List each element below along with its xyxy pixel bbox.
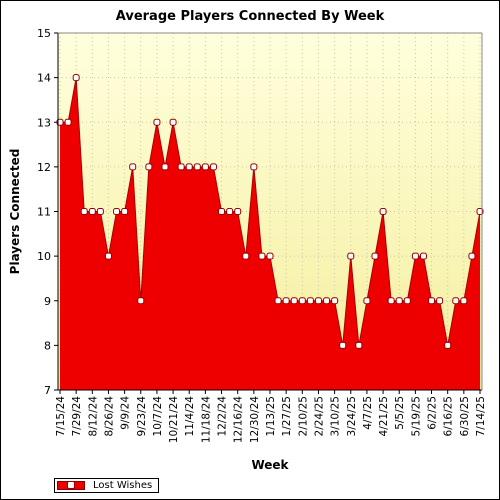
data-point bbox=[282, 297, 290, 305]
x-tick-label: 8/26/24 bbox=[103, 396, 115, 437]
y-tick-label: 12 bbox=[37, 161, 51, 174]
x-tick-label: 7/29/24 bbox=[71, 396, 83, 437]
data-point bbox=[339, 341, 347, 349]
data-point bbox=[428, 297, 436, 305]
data-point bbox=[323, 297, 331, 305]
data-point bbox=[185, 163, 193, 171]
y-tick-label: 11 bbox=[37, 206, 51, 219]
x-tick-label: 9/23/24 bbox=[136, 396, 148, 437]
legend-swatch bbox=[57, 481, 85, 490]
x-tick-label: 5/5/25 bbox=[394, 396, 406, 430]
y-axis-label: Players Connected bbox=[8, 149, 22, 275]
x-tick-label: 5/19/25 bbox=[410, 396, 422, 436]
x-tick-label: 6/2/25 bbox=[427, 396, 439, 430]
data-point bbox=[250, 163, 258, 171]
y-tick-label: 7 bbox=[44, 384, 51, 397]
data-point bbox=[258, 252, 266, 260]
legend-label: Lost Wishes bbox=[93, 480, 153, 491]
data-point bbox=[96, 208, 104, 215]
y-tick-label: 15 bbox=[37, 27, 51, 40]
data-point bbox=[468, 252, 476, 260]
x-tick-label: 7/15/24 bbox=[55, 396, 67, 437]
data-point bbox=[266, 252, 274, 260]
data-point bbox=[371, 252, 379, 260]
data-point bbox=[298, 297, 306, 305]
y-tick-label: 9 bbox=[44, 295, 51, 308]
data-point bbox=[436, 297, 444, 305]
data-point bbox=[161, 163, 169, 171]
data-point bbox=[201, 163, 209, 171]
data-point bbox=[419, 252, 427, 260]
data-point bbox=[411, 252, 419, 260]
x-tick-label: 1/13/25 bbox=[265, 396, 277, 436]
y-tick-label: 10 bbox=[37, 250, 51, 263]
x-tick-label: 12/16/24 bbox=[233, 396, 245, 443]
data-point bbox=[395, 297, 403, 305]
x-tick-label: 9/9/24 bbox=[120, 396, 132, 430]
x-tick-label: 6/30/25 bbox=[459, 396, 471, 436]
data-point bbox=[314, 297, 322, 305]
data-point bbox=[193, 163, 201, 171]
x-tick-label: 10/7/24 bbox=[152, 396, 164, 437]
x-tick-label: 11/4/24 bbox=[184, 396, 196, 437]
data-point bbox=[387, 297, 395, 305]
x-tick-label: 3/24/25 bbox=[346, 396, 358, 436]
x-tick-label: 1/27/25 bbox=[281, 396, 293, 436]
x-tick-label: 4/21/25 bbox=[378, 396, 390, 436]
data-point bbox=[355, 341, 363, 349]
data-point bbox=[218, 208, 226, 215]
data-point bbox=[121, 208, 129, 215]
data-point bbox=[137, 297, 145, 305]
data-point bbox=[460, 297, 468, 305]
x-tick-label: 6/16/25 bbox=[443, 396, 455, 436]
data-point bbox=[452, 297, 460, 305]
data-point bbox=[64, 118, 72, 126]
x-tick-label: 2/10/25 bbox=[297, 396, 309, 436]
data-point bbox=[177, 163, 185, 171]
data-point bbox=[444, 341, 452, 349]
x-tick-label: 8/12/24 bbox=[87, 396, 99, 437]
x-tick-label: 3/10/25 bbox=[330, 396, 342, 436]
x-tick-label: 12/30/24 bbox=[249, 396, 261, 443]
x-tick-label: 4/7/25 bbox=[362, 396, 374, 430]
data-point bbox=[226, 208, 234, 215]
x-tick-label: 11/18/24 bbox=[200, 396, 212, 443]
legend: Lost Wishes bbox=[54, 478, 160, 493]
data-point bbox=[403, 297, 411, 305]
data-point bbox=[306, 297, 314, 305]
data-point bbox=[363, 297, 371, 305]
chart-title: Average Players Connected By Week bbox=[115, 9, 385, 24]
x-axis-label: Week bbox=[251, 458, 289, 472]
data-point bbox=[290, 297, 298, 305]
data-point bbox=[331, 297, 339, 305]
data-point bbox=[145, 163, 153, 171]
data-point bbox=[379, 208, 387, 215]
y-tick-label: 14 bbox=[37, 72, 51, 85]
data-point bbox=[80, 208, 88, 215]
x-tick-label: 7/14/25 bbox=[475, 396, 487, 436]
x-tick-label: 10/21/24 bbox=[168, 396, 180, 443]
data-point bbox=[153, 118, 161, 126]
series-area bbox=[60, 77, 480, 390]
data-point bbox=[274, 297, 282, 305]
y-tick-label: 8 bbox=[44, 339, 51, 352]
data-point bbox=[88, 208, 96, 215]
data-point bbox=[72, 74, 80, 82]
x-tick-label: 12/2/24 bbox=[217, 396, 229, 437]
x-tick-label: 2/24/25 bbox=[313, 396, 325, 436]
data-point bbox=[347, 252, 355, 260]
data-point bbox=[129, 163, 137, 171]
data-point bbox=[104, 252, 112, 260]
data-point bbox=[242, 252, 250, 260]
data-point bbox=[113, 208, 121, 215]
data-point bbox=[209, 163, 217, 171]
y-tick-label: 13 bbox=[37, 116, 51, 129]
data-point bbox=[169, 118, 177, 126]
legend-marker-icon bbox=[67, 481, 75, 489]
data-point bbox=[234, 208, 242, 215]
